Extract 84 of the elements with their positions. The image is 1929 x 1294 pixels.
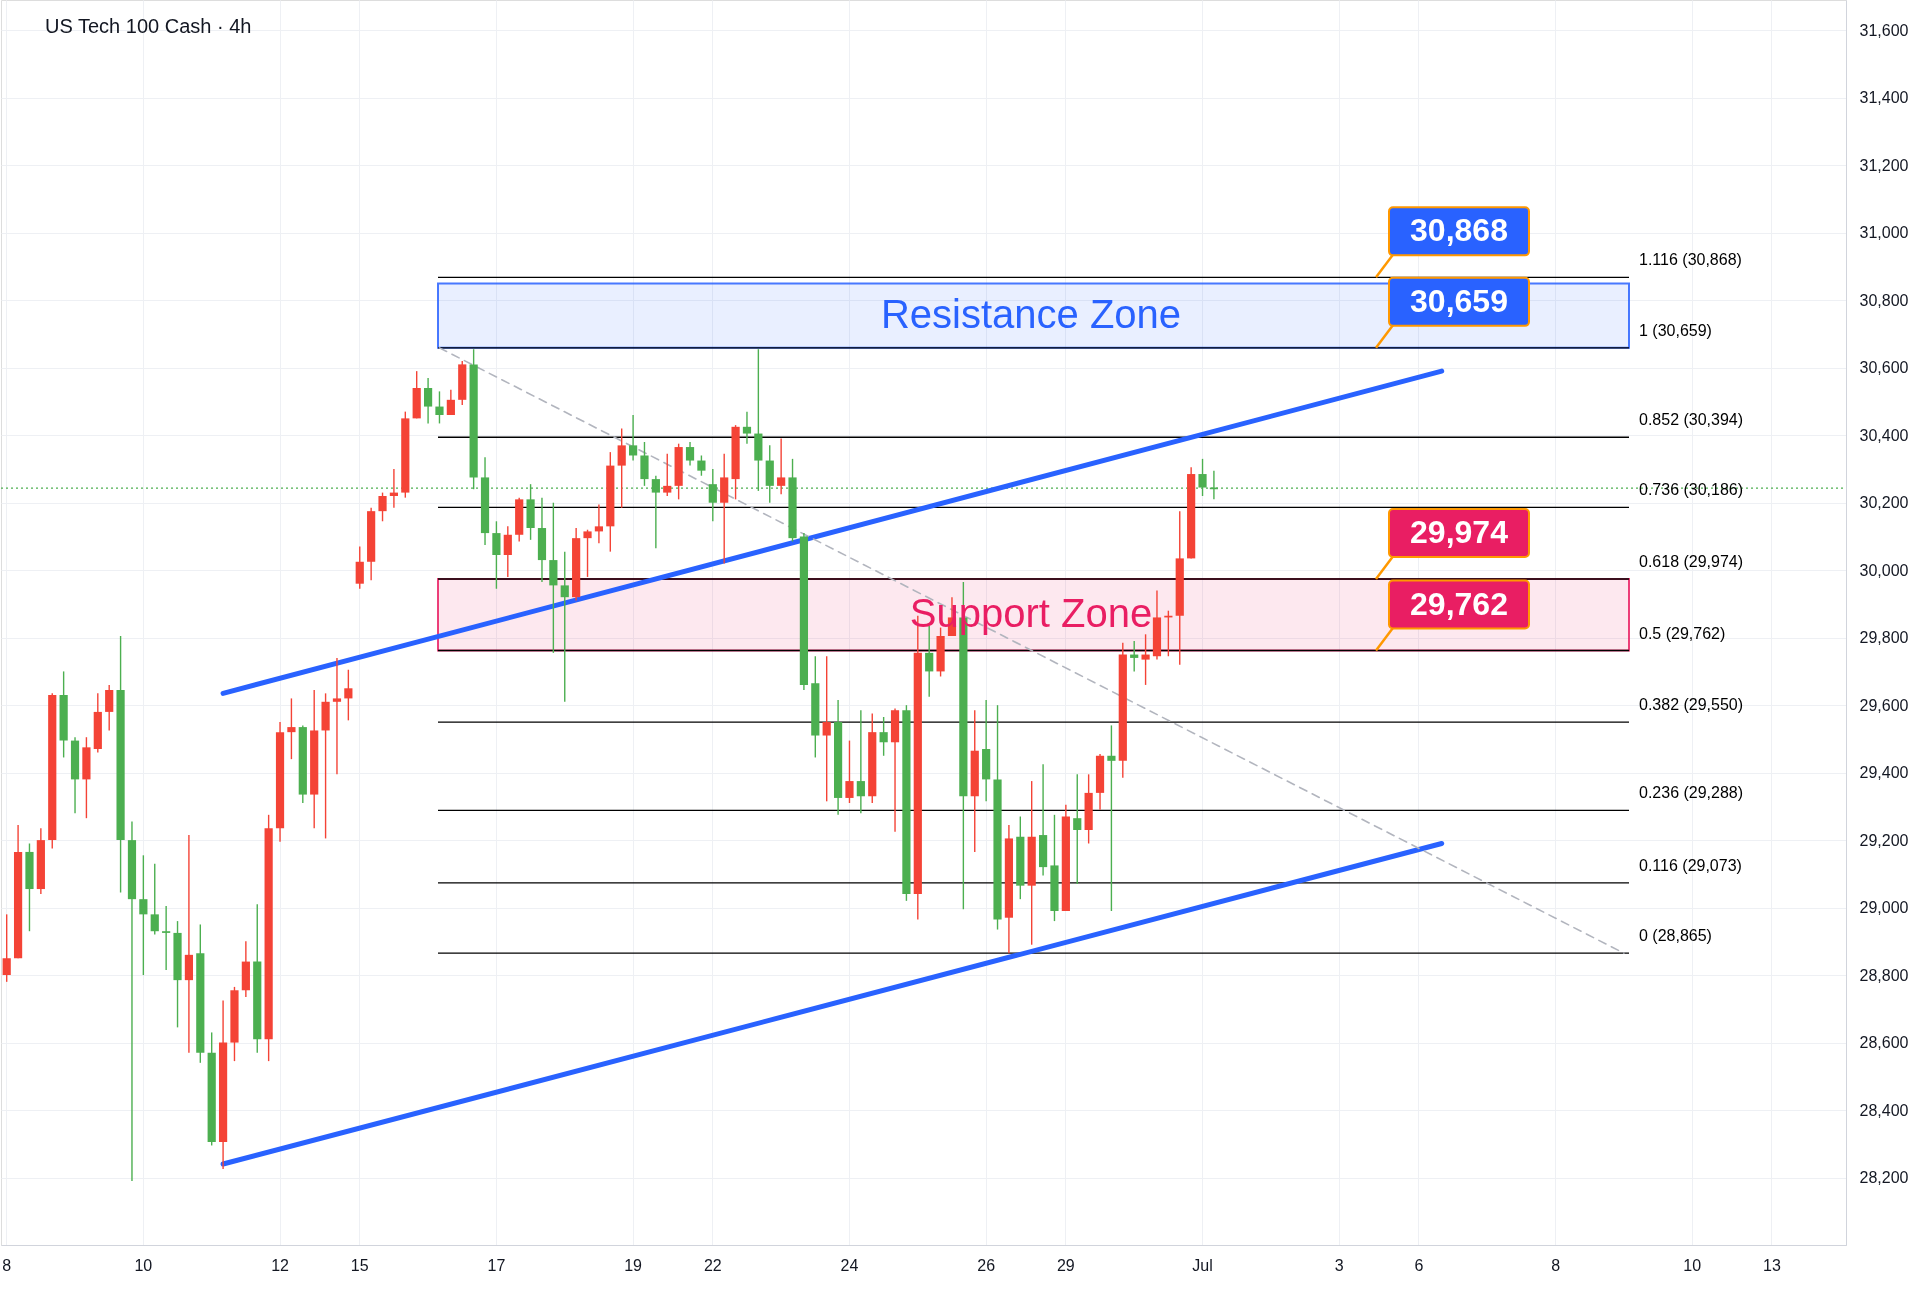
annotation: 30,659 [1410, 282, 1508, 319]
candlestick [856, 709, 865, 814]
candlestick [1141, 633, 1150, 686]
ref-line-label: 1 (30,659) [1639, 321, 1712, 339]
annotation: 29,974 [1410, 513, 1509, 550]
ref-line-label: 1.116 (30,868) [1639, 251, 1742, 269]
x-tick-label: 24 [840, 1256, 859, 1274]
candlestick [423, 377, 433, 425]
ref-line-label: 0.116 (29,073) [1639, 856, 1742, 874]
candlestick [777, 437, 786, 495]
candlestick [139, 854, 148, 976]
y-tick-label: 29,000 [1859, 899, 1909, 917]
candlestick [560, 550, 569, 703]
candlestick [617, 427, 626, 509]
y-tick-label: 28,200 [1859, 1169, 1909, 1187]
y-tick-label: 29,600 [1859, 696, 1909, 714]
x-tick-label: 15 [350, 1256, 369, 1274]
candlestick [685, 441, 695, 467]
candlestick [378, 491, 387, 522]
y-tick-label: 30,800 [1859, 291, 1909, 309]
ref-line-label: 0 (28,865) [1639, 927, 1712, 945]
annotation: 29,762 [1410, 585, 1508, 622]
candlestick [435, 390, 444, 425]
ref-line-label: 0.736 (30,186) [1639, 481, 1744, 499]
y-tick-label: 30,400 [1859, 426, 1909, 444]
x-tick-label: 26 [977, 1256, 996, 1274]
candlestick [446, 389, 455, 416]
x-tick-label: 12 [271, 1256, 290, 1274]
candlestick [1073, 773, 1082, 885]
y-tick-label: 30,600 [1859, 359, 1909, 377]
candlestick [162, 905, 171, 971]
x-tick-label: 29 [1056, 1256, 1075, 1274]
candlestick [583, 529, 592, 578]
y-tick-label: 30,000 [1859, 561, 1909, 579]
x-tick-label: 13 [1763, 1256, 1781, 1274]
annotation: 30,868 [1410, 212, 1508, 249]
ref-line-label: 0.5 (29,762) [1639, 624, 1726, 642]
ref-line-label: 0.236 (29,288) [1639, 784, 1744, 802]
candlestick [594, 503, 604, 544]
x-tick-label: 10 [1683, 1256, 1702, 1274]
y-tick-label: 29,400 [1859, 764, 1909, 782]
candlestick [503, 525, 512, 578]
ref-line-label: 0.618 (29,974) [1639, 552, 1744, 570]
x-tick-label: 6 [1414, 1256, 1424, 1274]
candlestick [355, 545, 364, 590]
ref-line-label: 0.382 (29,550) [1639, 696, 1744, 714]
y-tick-label: 29,200 [1859, 831, 1909, 849]
candlestick [105, 684, 114, 732]
candlestick [287, 697, 296, 760]
y-tick-label: 28,600 [1859, 1034, 1909, 1052]
candlestick [344, 669, 353, 722]
candlestick [845, 739, 854, 804]
candlestick [184, 834, 194, 1054]
y-tick-label: 28,400 [1859, 1101, 1909, 1119]
candlestick [492, 520, 501, 590]
candlestick [640, 441, 649, 487]
candlestick [697, 454, 706, 477]
candlestick [742, 410, 752, 445]
y-tick-label: 31,000 [1859, 224, 1909, 242]
candlestick [150, 863, 159, 936]
x-tick-label: 10 [134, 1256, 153, 1274]
candlestick [628, 414, 638, 462]
candlestick [332, 657, 342, 776]
y-tick-label: 31,200 [1859, 156, 1909, 174]
x-tick-label: 8 [2, 1256, 12, 1274]
y-tick-label: 30,200 [1859, 494, 1909, 512]
candlestick [663, 453, 672, 497]
candlestick [2, 913, 11, 983]
candlestick [879, 716, 888, 757]
y-tick-label: 28,800 [1859, 966, 1909, 984]
ref-line-label: 0.852 (30,394) [1639, 411, 1744, 429]
text: US Tech 100 Cash · 4h [45, 15, 252, 37]
x-tick-label: 19 [624, 1256, 643, 1274]
x-tick-label: 3 [1334, 1256, 1344, 1274]
x-tick-label: 22 [703, 1256, 722, 1274]
candlestick [1107, 724, 1116, 912]
x-tick-label: 17 [487, 1256, 506, 1274]
x-tick-label: 8 [1551, 1256, 1561, 1274]
y-tick-label: 31,600 [1859, 21, 1909, 39]
y-tick-label: 31,400 [1859, 89, 1909, 107]
x-tick-label: Jul [1192, 1256, 1213, 1274]
y-tick-label: 29,800 [1859, 629, 1909, 647]
band-label: Resistance Zone [880, 291, 1182, 336]
candlestick [822, 655, 831, 803]
